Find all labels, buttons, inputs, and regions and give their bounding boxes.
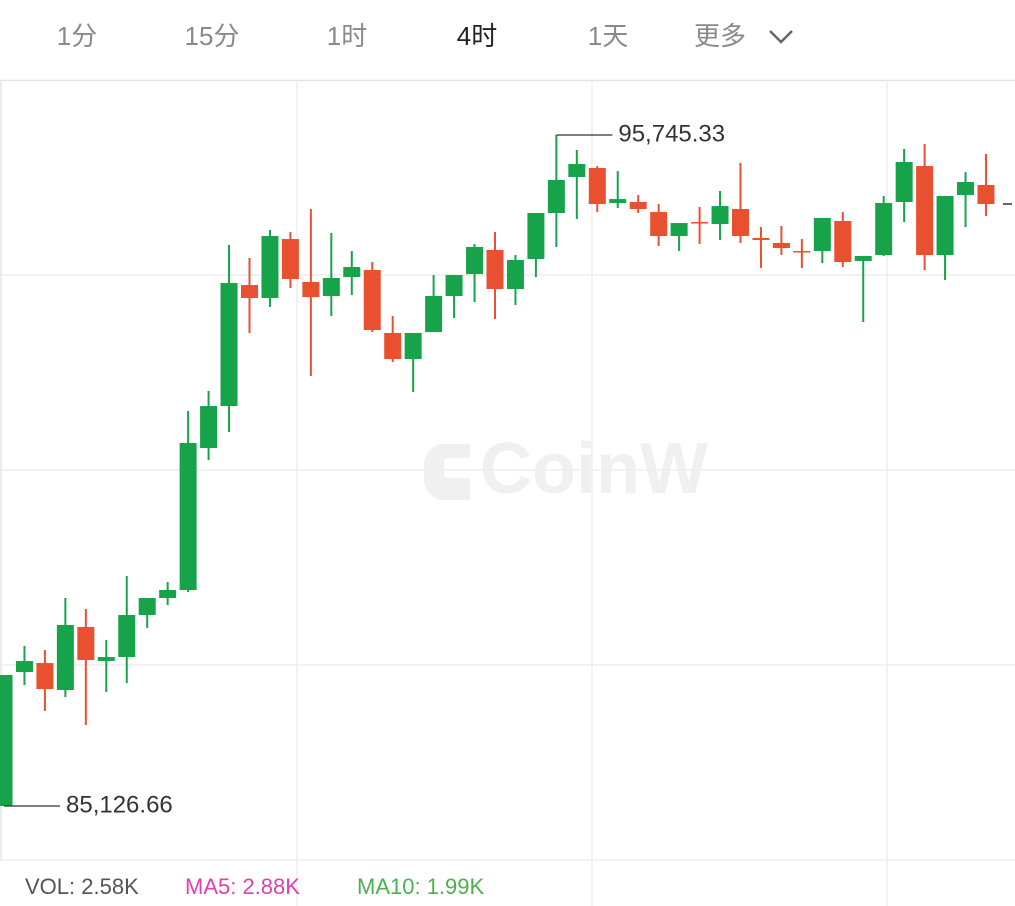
candle-body (220, 283, 238, 407)
candle-body (936, 195, 954, 256)
candle-body (363, 269, 381, 331)
candle-body (118, 615, 136, 658)
watermark-text: CoinW (480, 429, 708, 509)
candle-body (916, 166, 934, 256)
candle-body (425, 296, 443, 333)
candle-body (240, 285, 258, 298)
indicator-label: MA10: 1.99K (357, 874, 485, 899)
tab[interactable]: 1分 (57, 21, 97, 51)
candle-body (179, 443, 197, 590)
tab[interactable]: 4时 (457, 21, 497, 51)
candle-body (200, 406, 218, 448)
candle-body (875, 203, 893, 256)
candle-body (343, 267, 361, 278)
annotation-label: 85,126.66 (66, 791, 173, 818)
candle-body (731, 209, 749, 236)
candle-body (957, 182, 975, 196)
candle-body (629, 201, 647, 210)
grid (0, 82, 1015, 906)
candle-body (711, 206, 729, 224)
candle-body (0, 674, 13, 806)
candle-body (547, 180, 565, 213)
candle-body (506, 260, 524, 290)
annotation-label: 95,745.33 (618, 120, 725, 147)
candle-body (138, 598, 156, 616)
plot: 95,745.33 85,126.66 (0, 120, 995, 818)
candle-body (793, 251, 811, 253)
candle-body (670, 223, 688, 236)
tab[interactable]: 1时 (327, 21, 367, 51)
candle-body (97, 657, 115, 662)
tab[interactable]: 更多 (694, 21, 746, 51)
watermark-logo (424, 444, 470, 500)
candle-body (854, 256, 872, 262)
candle-body (568, 164, 586, 178)
candle-body (588, 168, 606, 205)
candle-body (404, 332, 422, 360)
tab[interactable]: 15分 (185, 21, 240, 51)
candle-body (752, 238, 770, 241)
candle-body (261, 235, 279, 298)
dropdown-chevron (769, 30, 793, 44)
candle-body (772, 243, 790, 249)
candle-body (77, 627, 95, 661)
candle-body (650, 212, 668, 236)
candle-body (384, 332, 402, 360)
candle-body (36, 663, 54, 690)
candle-body (56, 624, 74, 691)
indicator-label: VOL: 2.58K (25, 874, 139, 899)
candle-body (527, 212, 545, 259)
watermark: CoinW (424, 429, 708, 509)
candle-body (445, 275, 463, 297)
candle-body (486, 250, 504, 290)
tab[interactable]: 1天 (588, 21, 628, 51)
candle-body (302, 281, 320, 298)
candle-body (466, 246, 484, 275)
candle-body (691, 222, 709, 224)
candle-body (15, 661, 33, 673)
candle-body (322, 278, 340, 297)
indicator-bar: VOL: 2.58K MA5: 2.88K MA10: 1.99K (25, 874, 485, 899)
candle-body (281, 239, 299, 280)
candle-body (609, 199, 627, 204)
candle-body (159, 589, 177, 599)
tab-bar: 1分 15分 1时 4时 1天 更多 (57, 21, 793, 51)
candle-body (813, 217, 831, 252)
candle-body (977, 185, 995, 205)
indicator-label: MA5: 2.88K (185, 874, 300, 899)
candle-body (895, 161, 913, 202)
candle-body (834, 221, 852, 263)
